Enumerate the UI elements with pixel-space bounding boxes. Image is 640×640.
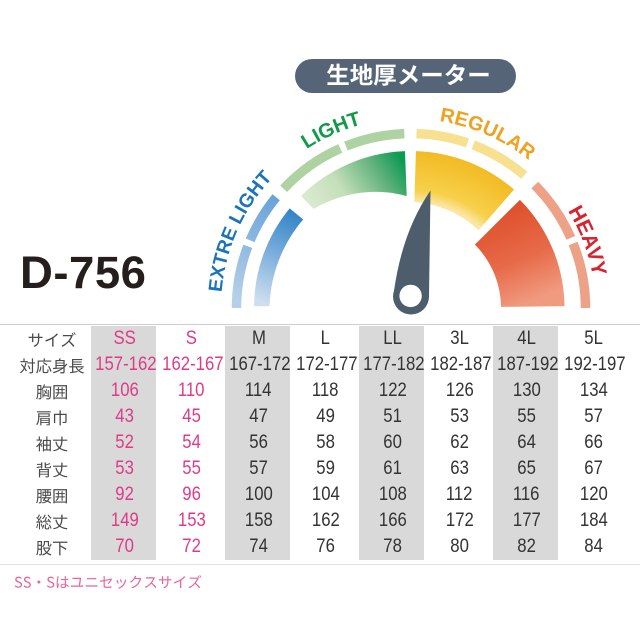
- svg-text:HEAVY: HEAVY: [564, 202, 611, 278]
